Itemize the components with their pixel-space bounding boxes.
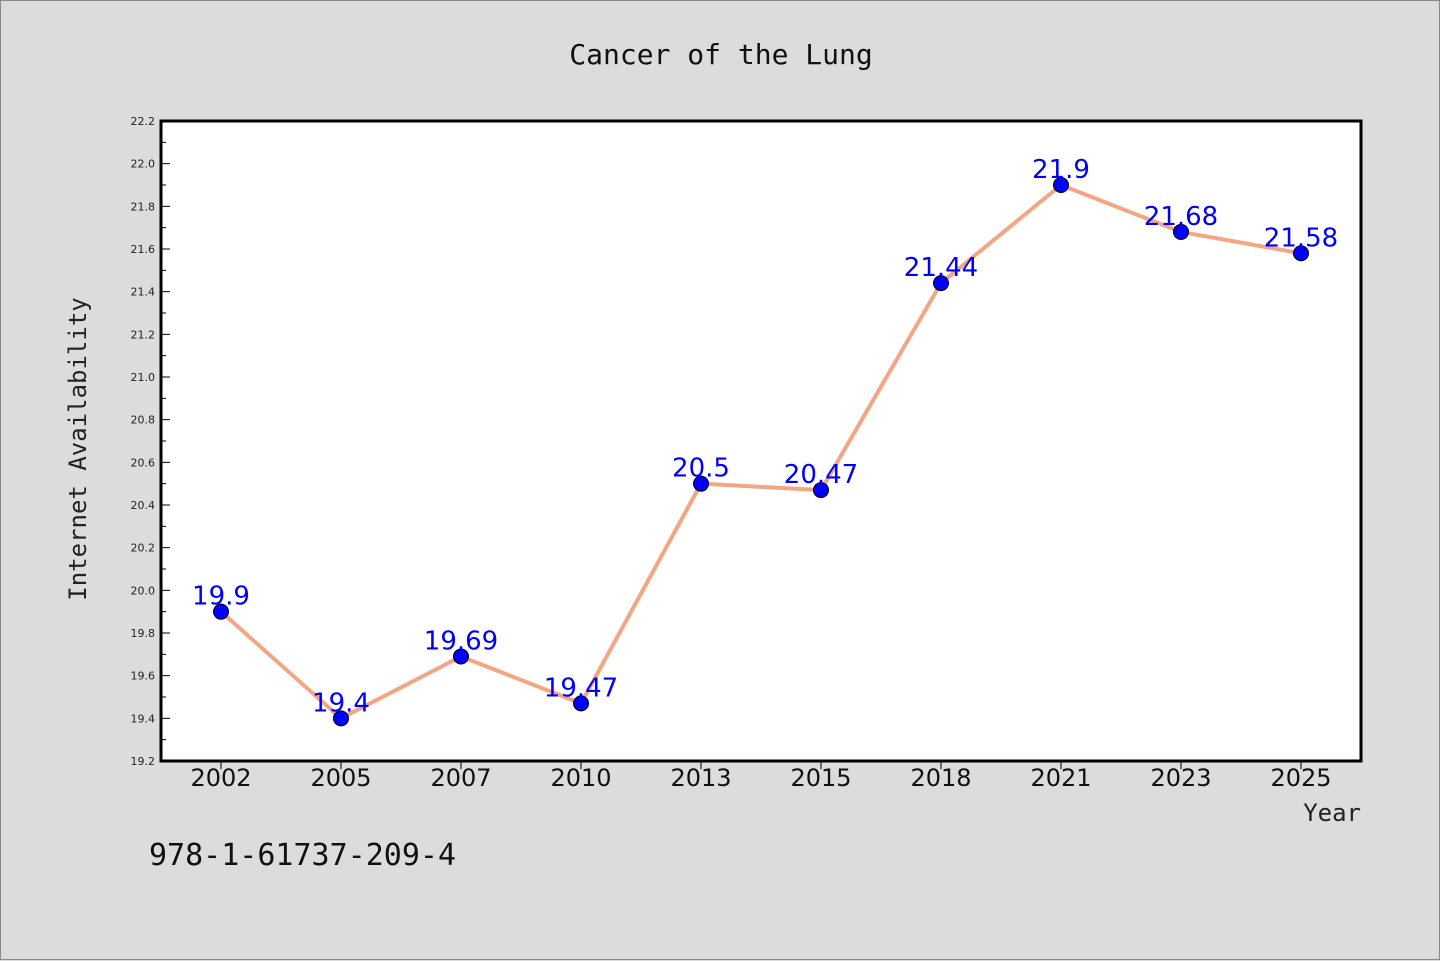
data-label: 21.68 xyxy=(1144,202,1218,232)
x-tick-label: 2013 xyxy=(670,764,731,792)
y-tick-label: 19.2 xyxy=(131,755,156,768)
x-tick-label: 2021 xyxy=(1030,764,1091,792)
data-point xyxy=(213,603,229,620)
data-label: 21.9 xyxy=(1032,155,1090,185)
data-label: 19.47 xyxy=(544,673,618,703)
data-label: 19.9 xyxy=(192,582,250,612)
data-point xyxy=(1053,177,1069,193)
footnote-isbn: 978-1-61737-209-4 xyxy=(149,838,456,873)
plot-area xyxy=(159,119,1363,763)
y-tick-label: 21.8 xyxy=(131,200,156,213)
data-point xyxy=(1173,223,1189,240)
data-label: 21.44 xyxy=(904,253,978,283)
x-tick-label: 2005 xyxy=(310,764,371,792)
chart-title: Cancer of the Lung xyxy=(569,38,872,71)
y-tick-label: 22.2 xyxy=(131,115,156,128)
x-tick-label: 2018 xyxy=(910,764,971,792)
y-tick-label: 20.6 xyxy=(131,456,156,469)
x-tick-label: 2025 xyxy=(1270,764,1331,792)
y-axis: 19.2 19.4 19.6 19.8 20.0 20.2 20.4 20.6 20.8 21.0… xyxy=(131,115,170,768)
data-label: 20.5 xyxy=(672,454,730,484)
data-point xyxy=(573,695,589,712)
y-axis-label: Internet Availability xyxy=(64,297,92,600)
data-point xyxy=(933,275,949,292)
data-labels: 19.9 19.4 19.69 19.47 20.5 20.47 21.44 21.9 21.6… xyxy=(192,155,1338,718)
x-tick-label: 2007 xyxy=(430,764,491,792)
series-polyline xyxy=(219,183,1302,721)
x-tick-label: 2023 xyxy=(1150,764,1211,792)
data-point xyxy=(693,475,709,492)
y-tick-label: 21.0 xyxy=(131,371,156,384)
data-point xyxy=(333,710,349,727)
y-tick-label: 22.0 xyxy=(131,158,156,171)
y-tick-label: 20.2 xyxy=(131,542,156,555)
data-point xyxy=(453,648,469,665)
data-label: 20.47 xyxy=(784,460,858,490)
y-tick-label: 19.4 xyxy=(131,712,156,725)
x-tick-label: 2002 xyxy=(190,764,251,792)
data-label: 19.4 xyxy=(312,688,370,718)
y-tick-label: 21.2 xyxy=(131,328,156,341)
data-label: 21.58 xyxy=(1264,223,1338,253)
x-tick-label: 2015 xyxy=(790,764,851,792)
y-tick-label: 21.6 xyxy=(131,243,156,256)
data-label: 19.69 xyxy=(424,626,498,656)
y-tick-label: 19.6 xyxy=(131,670,156,683)
x-axis: 2002 2005 2007 2010 2013 2015 2018 2021 2023 2025 xyxy=(190,761,1332,792)
series-line xyxy=(213,177,1309,727)
data-point xyxy=(813,482,829,499)
y-tick-label: 19.8 xyxy=(131,627,156,640)
y-tick-label: 21.4 xyxy=(131,286,156,299)
y-tick-label: 20.0 xyxy=(131,584,156,597)
x-tick-label: 2010 xyxy=(550,764,611,792)
y-tick-label: 20.4 xyxy=(131,499,156,512)
x-axis-label: Year xyxy=(1303,799,1361,827)
data-point xyxy=(1293,245,1309,262)
y-tick-label: 20.8 xyxy=(131,414,156,427)
